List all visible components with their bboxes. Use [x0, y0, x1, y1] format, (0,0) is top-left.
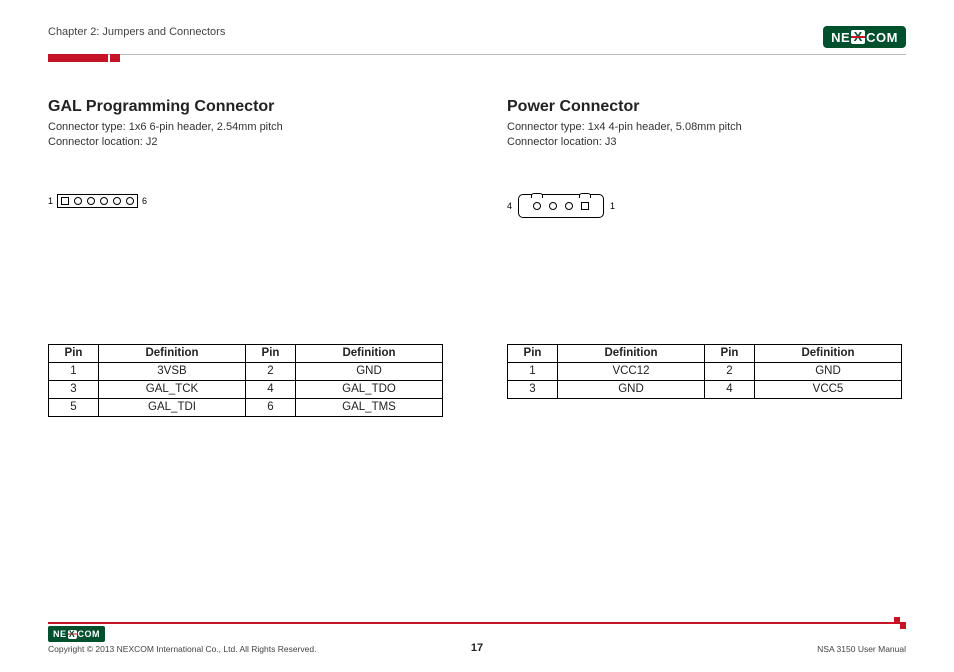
cell: GND [558, 380, 705, 398]
pin-4-icon [100, 197, 108, 205]
th-pin: Pin [49, 344, 99, 362]
cell: GND [296, 362, 443, 380]
pin-5-icon [113, 197, 121, 205]
cell: GAL_TDI [99, 398, 246, 416]
nexcom-logo-footer: NEXCOM [48, 626, 105, 642]
cell: GAL_TCK [99, 380, 246, 398]
table-row: 3 GAL_TCK 4 GAL_TDO [49, 380, 443, 398]
nexcom-logo-top: NEXCOM [823, 26, 906, 48]
footer-manual-name: NSA 3150 User Manual [817, 644, 906, 654]
th-pin: Pin [508, 344, 558, 362]
cell: 3 [508, 380, 558, 398]
cell: 3VSB [99, 362, 246, 380]
gal-conn-loc: Connector location: J2 [48, 135, 447, 150]
header-red-tab [48, 54, 906, 62]
th-def: Definition [99, 344, 246, 362]
power-connector-diagram: 4 1 [507, 194, 906, 218]
logo-pre: NE [831, 30, 850, 45]
cell: VCC12 [558, 362, 705, 380]
logo-pre: NE [53, 629, 67, 639]
power-section-title: Power Connector [507, 98, 906, 116]
pin-1-icon [581, 202, 589, 210]
cell: 3 [49, 380, 99, 398]
power-diagram-pin4-label: 4 [507, 201, 512, 211]
logo-x-icon: X [68, 630, 77, 639]
chapter-title: Chapter 2: Jumpers and Connectors [48, 26, 225, 38]
cell: 4 [705, 380, 755, 398]
th-pin: Pin [705, 344, 755, 362]
power-pin-table: Pin Definition Pin Definition 1 VCC12 2 … [507, 344, 902, 399]
cell: 1 [49, 362, 99, 380]
cell: 2 [246, 362, 296, 380]
cell: 6 [246, 398, 296, 416]
footer-copyright: Copyright © 2013 NEXCOM International Co… [48, 644, 316, 654]
pin-6-icon [126, 197, 134, 205]
logo-post: COM [866, 30, 898, 45]
pin-4-icon [533, 202, 541, 210]
logo-post: COM [78, 629, 101, 639]
table-row: 3 GND 4 VCC5 [508, 380, 902, 398]
gal-diagram-pin1-label: 1 [48, 196, 53, 206]
cell: GND [755, 362, 902, 380]
table-header-row: Pin Definition Pin Definition [49, 344, 443, 362]
cell: GAL_TMS [296, 398, 443, 416]
th-pin: Pin [246, 344, 296, 362]
table-row: 1 3VSB 2 GND [49, 362, 443, 380]
table-header-row: Pin Definition Pin Definition [508, 344, 902, 362]
power-conn-loc: Connector location: J3 [507, 135, 906, 150]
footer-rule [48, 622, 906, 624]
logo-x-icon: X [851, 30, 865, 44]
pin-3-icon [549, 202, 557, 210]
table-row: 1 VCC12 2 GND [508, 362, 902, 380]
gal-section-title: GAL Programming Connector [48, 98, 447, 116]
gal-connector-diagram: 1 6 [48, 194, 447, 208]
pin-1-icon [61, 197, 69, 205]
power-diagram-pin1-label: 1 [610, 201, 615, 211]
table-row: 5 GAL_TDI 6 GAL_TMS [49, 398, 443, 416]
th-def: Definition [296, 344, 443, 362]
pin-3-icon [87, 197, 95, 205]
cell: 1 [508, 362, 558, 380]
pin-2-icon [565, 202, 573, 210]
gal-conn-type: Connector type: 1x6 6-pin header, 2.54mm… [48, 120, 447, 135]
pin-2-icon [74, 197, 82, 205]
cell: 2 [705, 362, 755, 380]
gal-pin-table: Pin Definition Pin Definition 1 3VSB 2 G… [48, 344, 443, 417]
page-number: 17 [471, 642, 483, 654]
cell: 4 [246, 380, 296, 398]
power-conn-type: Connector type: 1x4 4-pin header, 5.08mm… [507, 120, 906, 135]
th-def: Definition [558, 344, 705, 362]
th-def: Definition [755, 344, 902, 362]
cell: 5 [49, 398, 99, 416]
gal-diagram-pin6-label: 6 [142, 196, 147, 206]
cell: GAL_TDO [296, 380, 443, 398]
cell: VCC5 [755, 380, 902, 398]
